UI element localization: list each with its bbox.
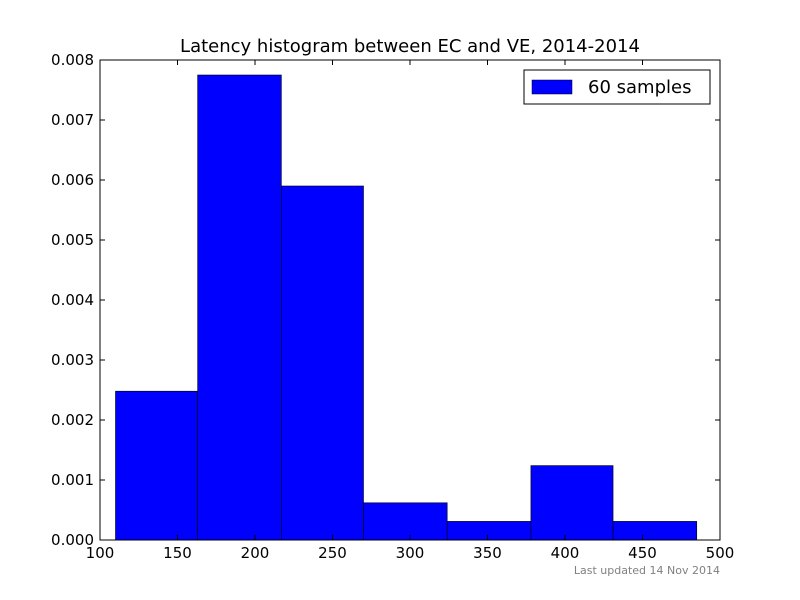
histogram-bar — [446, 521, 532, 541]
chart-title: Latency histogram between EC and VE, 201… — [180, 36, 640, 57]
x-tick-label: 450 — [628, 544, 657, 562]
y-tick-label: 0.000 — [51, 531, 94, 549]
x-tick-label: 350 — [473, 544, 502, 562]
legend-label: 60 samples — [588, 77, 691, 98]
y-tick-label: 0.002 — [51, 411, 94, 429]
last-updated-text: Last updated 14 Nov 2014 — [574, 564, 720, 577]
y-tick-label: 0.003 — [51, 351, 94, 369]
histogram-bar — [530, 465, 614, 541]
y-tick-label: 0.006 — [51, 171, 94, 189]
x-tick-label: 500 — [706, 544, 735, 562]
y-tick-label: 0.005 — [51, 231, 94, 249]
y-tick-labels: 0.000 0.001 0.002 0.003 0.004 0.005 0.006 0.007… — [51, 51, 94, 549]
histogram-bar — [281, 185, 364, 541]
x-tick-label: 100 — [86, 544, 115, 562]
histogram-bar — [612, 521, 698, 541]
x-tick-labels: 100 150 200 250 300 350 400 450 500 — [86, 544, 735, 562]
x-tick-label: 150 — [163, 544, 192, 562]
histogram-bar — [115, 390, 198, 541]
y-tick-label: 0.004 — [51, 291, 94, 309]
y-tick-label: 0.008 — [51, 51, 94, 69]
histogram-bar — [197, 74, 282, 541]
ticks-group — [99, 59, 721, 541]
bars-group — [115, 74, 698, 541]
legend: 60 samples — [523, 69, 711, 105]
x-tick-label: 400 — [551, 544, 580, 562]
x-tick-label: 200 — [241, 544, 270, 562]
y-tick-label: 0.007 — [51, 111, 94, 129]
y-tick-label: 0.001 — [51, 471, 94, 489]
x-tick-label: 300 — [396, 544, 425, 562]
histogram-bar — [363, 502, 448, 541]
legend-swatch — [531, 79, 573, 95]
x-tick-label: 250 — [318, 544, 347, 562]
